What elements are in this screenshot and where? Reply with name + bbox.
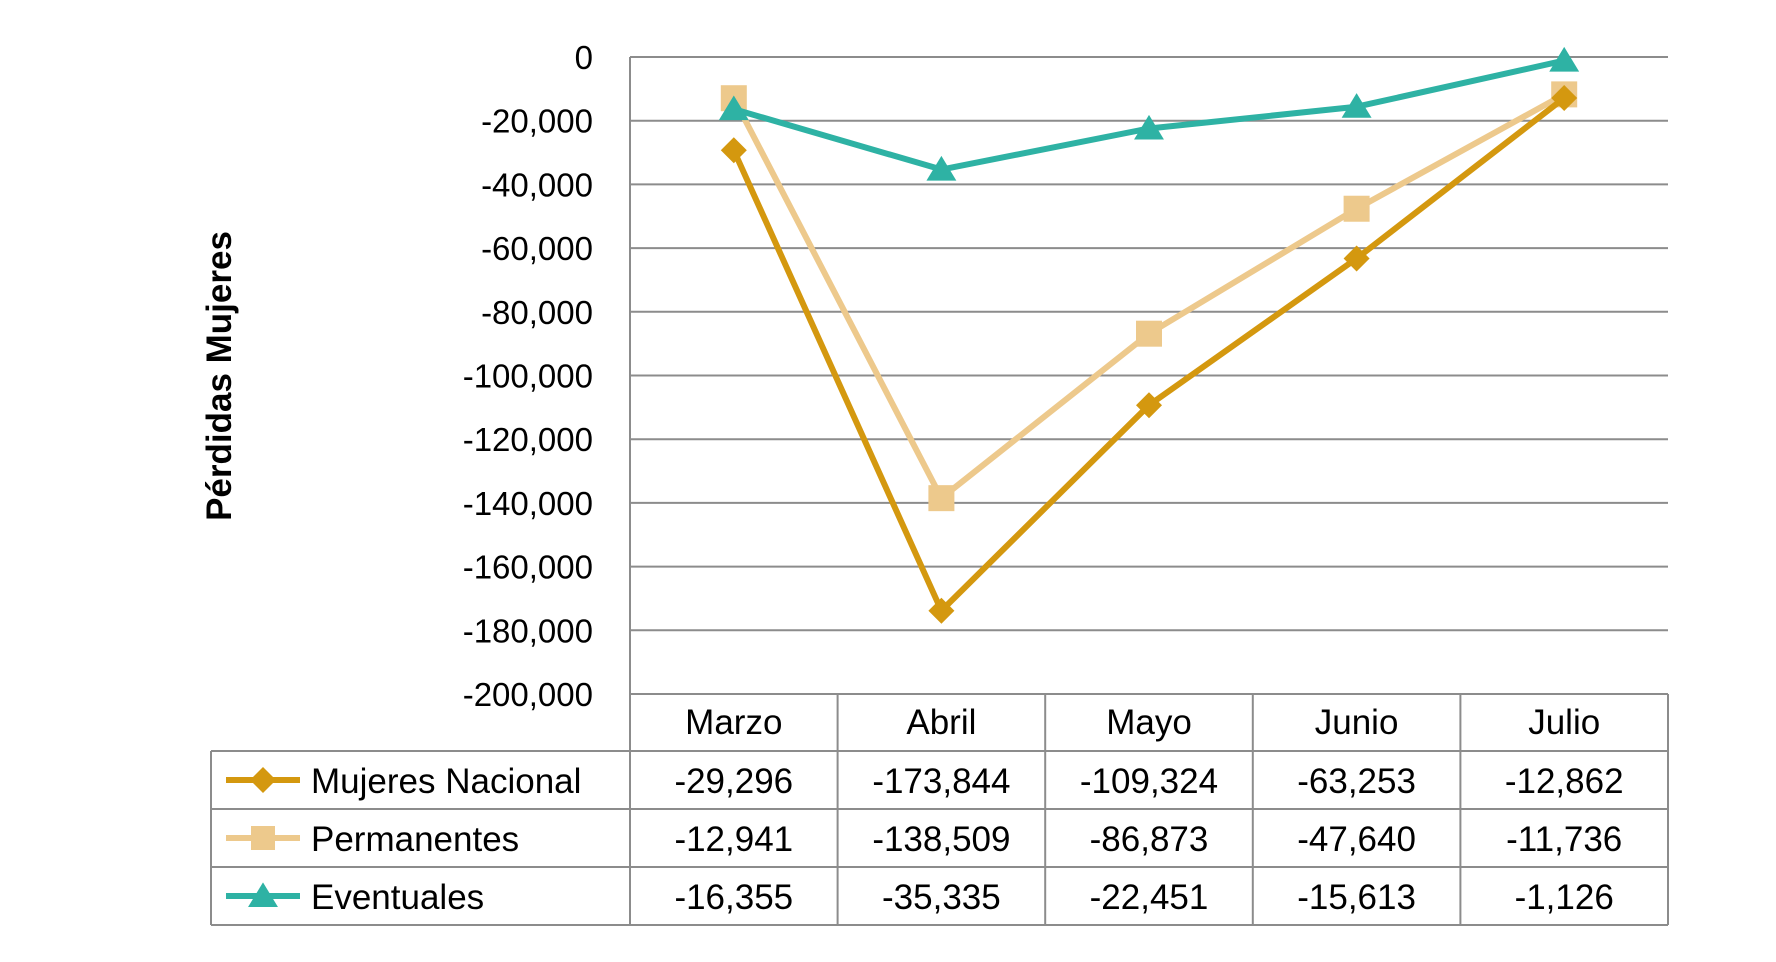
- data-label: -138,509: [872, 820, 1010, 859]
- data-point: [1551, 84, 1578, 111]
- data-point: [1136, 320, 1162, 347]
- series-lines: [718, 46, 1580, 624]
- data-label: -86,873: [1090, 820, 1209, 859]
- data-point: [926, 155, 957, 181]
- grid-lines: [630, 56, 1668, 632]
- series-eventuales: [718, 46, 1580, 181]
- data-point: [1343, 245, 1370, 272]
- data-point: [720, 137, 747, 164]
- y-axis: 0 -20,000 -40,000 -60,000 -80,000 -100,000 -12…: [463, 39, 631, 713]
- legend-marker: [251, 826, 275, 850]
- y-tick-label: -180,000: [463, 612, 593, 649]
- data-label: -22,451: [1090, 878, 1209, 917]
- series-line: [731, 91, 1566, 502]
- y-tick-label: -60,000: [481, 230, 593, 267]
- series-permanentes: [720, 81, 1578, 512]
- data-label: -47,640: [1297, 820, 1416, 859]
- data-table: Marzo Abril Mayo Junio Julio Mujeres Nacional…: [210, 693, 1669, 926]
- data-point: [928, 597, 955, 624]
- data-point: [1134, 114, 1164, 140]
- data-point: [1549, 46, 1580, 72]
- data-label: -12,941: [674, 820, 793, 859]
- y-axis-label: Pérdidas Mujeres: [200, 231, 239, 521]
- data-label: -1,126: [1515, 878, 1614, 917]
- data-label: -29,296: [674, 762, 793, 801]
- category-label: Marzo: [685, 703, 782, 742]
- data-point: [718, 95, 749, 121]
- y-tick-label: -80,000: [481, 294, 593, 331]
- legend-label: Permanentes: [311, 820, 519, 859]
- y-tick-label: -160,000: [463, 549, 593, 586]
- data-point: [1136, 392, 1162, 419]
- category-label: Julio: [1528, 703, 1600, 742]
- data-label: -173,844: [872, 762, 1010, 801]
- y-tick-label: 0: [575, 39, 593, 76]
- y-tick-label: -20,000: [481, 103, 593, 140]
- data-label: -35,335: [882, 878, 1001, 917]
- y-tick-label: -200,000: [463, 676, 593, 713]
- data-point: [1343, 195, 1370, 222]
- data-label: -11,736: [1506, 820, 1622, 859]
- data-label: -63,253: [1297, 762, 1416, 801]
- data-label: -12,862: [1505, 762, 1624, 801]
- category-label: Abril: [906, 703, 976, 742]
- series-mujeres-nacional: [720, 84, 1578, 624]
- data-label: -109,324: [1080, 762, 1218, 801]
- data-label: -15,613: [1297, 878, 1416, 917]
- data-point: [928, 485, 955, 512]
- legend-label: Eventuales: [311, 878, 484, 917]
- legend-label: Mujeres Nacional: [311, 762, 581, 801]
- legend-marker: [250, 767, 276, 793]
- y-tick-label: -40,000: [481, 166, 593, 203]
- category-label: Junio: [1315, 703, 1399, 742]
- y-tick-label: -140,000: [463, 485, 593, 522]
- data-label: -16,355: [674, 878, 793, 917]
- data-point: [1341, 93, 1372, 118]
- y-tick-label: -100,000: [463, 358, 593, 395]
- y-tick-label: -120,000: [463, 421, 593, 458]
- category-label: Mayo: [1106, 703, 1192, 742]
- legend-marker: [248, 882, 278, 908]
- series-line: [731, 95, 1567, 614]
